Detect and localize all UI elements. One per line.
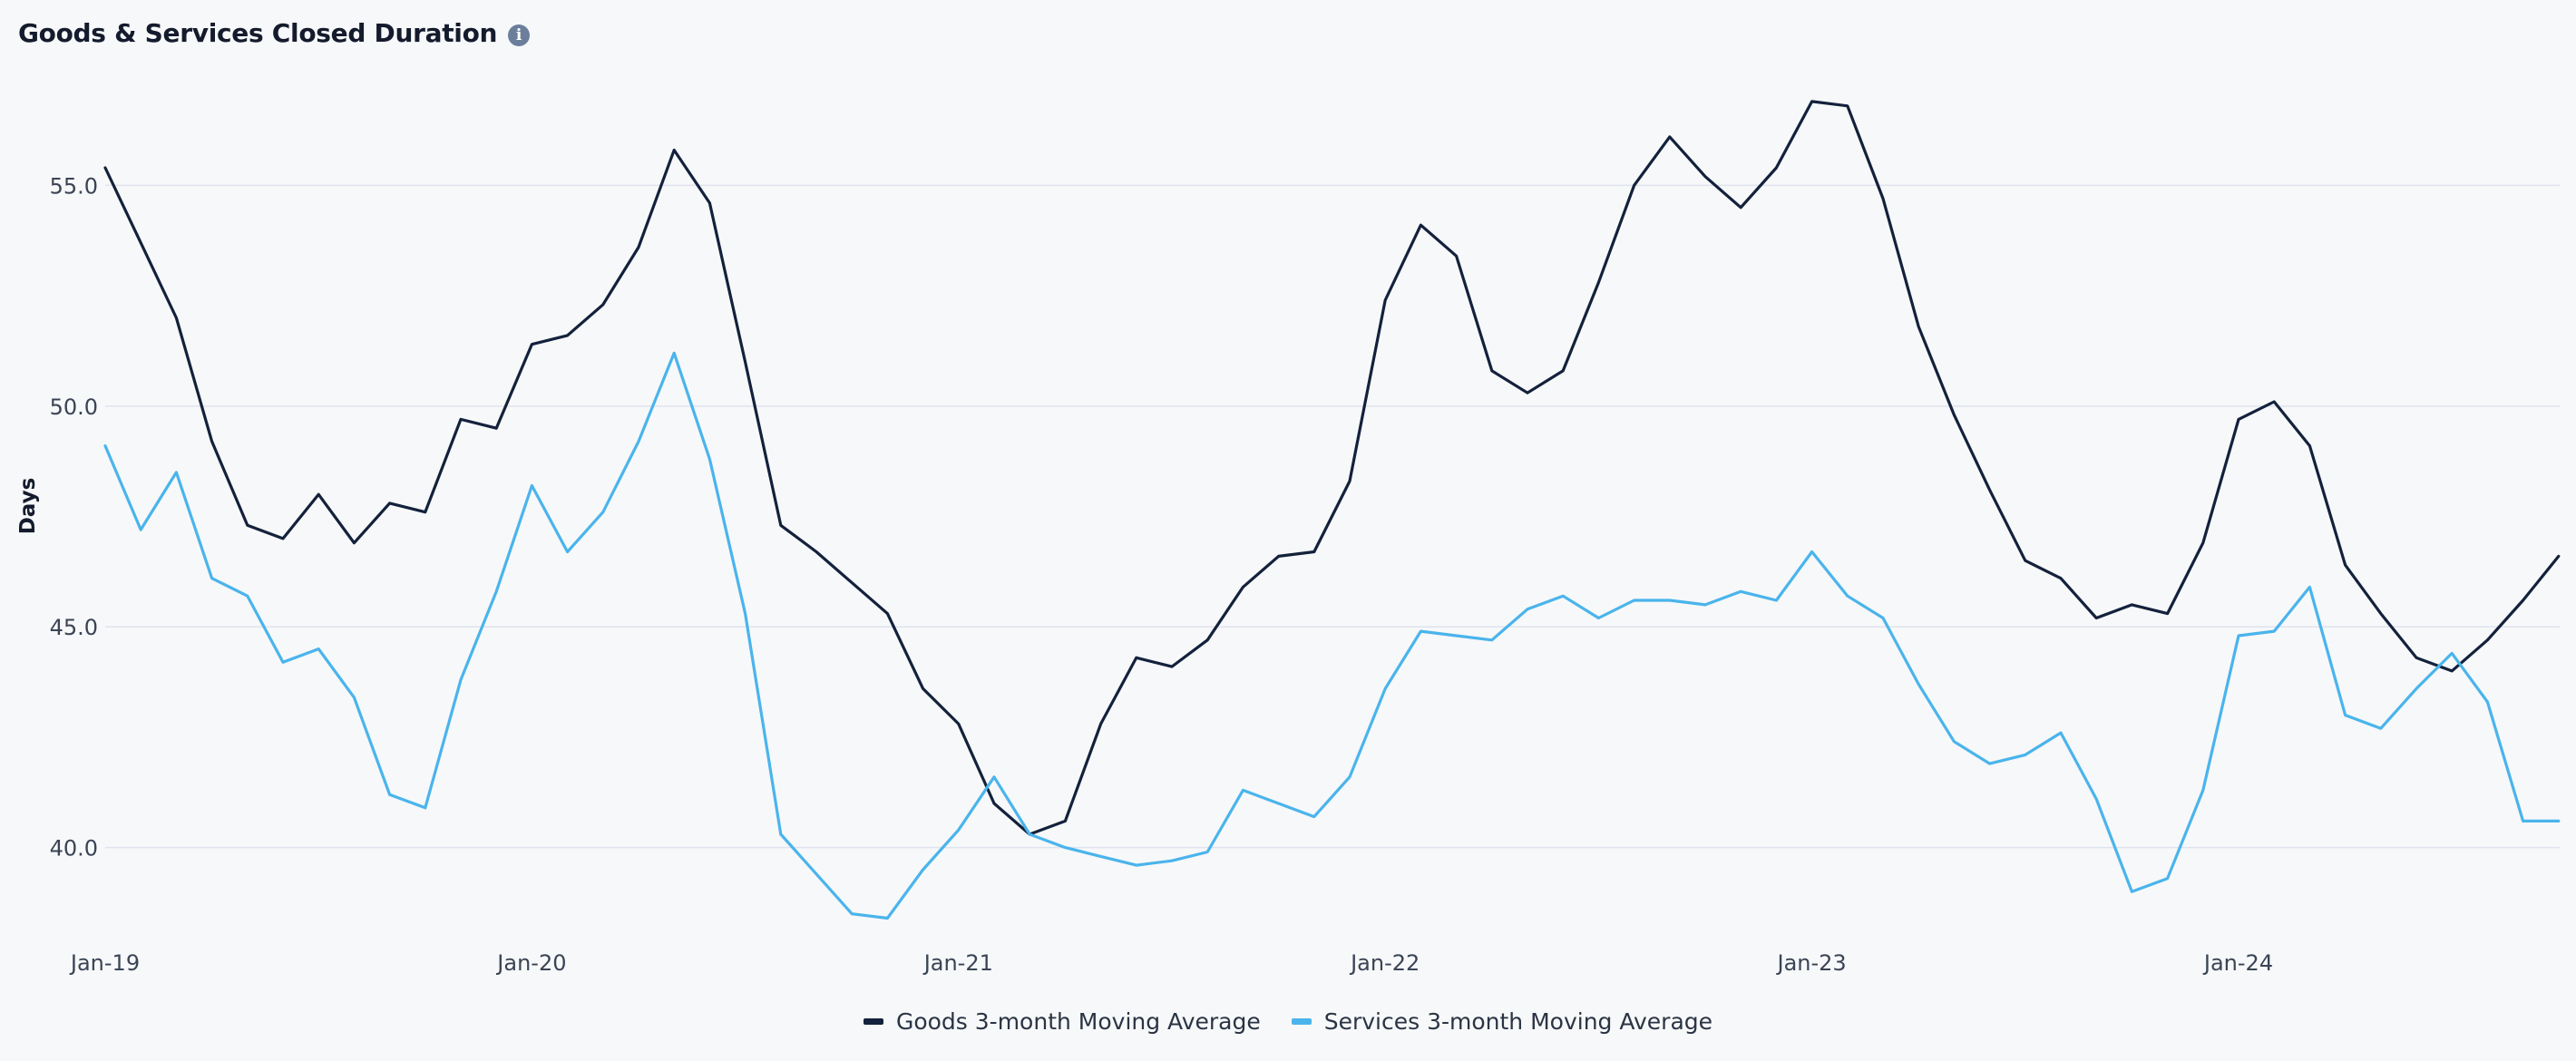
legend-item-services[interactable]: Services 3-month Moving Average [1291,1008,1713,1035]
x-tick-label: Jan-19 [69,950,140,976]
y-axis-label: Days [16,478,40,535]
y-tick-label: 50.0 [50,394,98,420]
y-axis-ticks: 40.0 45.0 50.0 55.0 [50,173,98,861]
y-tick-label: 45.0 [50,615,98,640]
legend-item-goods[interactable]: Goods 3-month Moving Average [863,1008,1261,1035]
chart-header: Goods & Services Closed Duration i [18,18,531,48]
legend: Goods 3-month Moving Average Services 3-… [0,1008,2576,1035]
legend-label-goods: Goods 3-month Moving Average [895,1008,1261,1035]
info-icon[interactable]: i [508,24,531,46]
y-tick-label: 55.0 [50,173,98,199]
legend-label-services: Services 3-month Moving Average [1323,1008,1713,1035]
gridlines [105,184,2560,849]
x-tick-label: Jan-22 [1349,950,1420,976]
x-axis-ticks: Jan-19 Jan-20 Jan-21 Jan-22 Jan-23 Jan-24 [69,950,2273,976]
x-tick-label: Jan-23 [1775,950,1846,976]
services-swatch [1291,1018,1312,1025]
series-lines [103,100,2561,920]
goods-swatch [863,1018,883,1025]
line-chart: 40.0 45.0 50.0 55.0 Jan-19 Jan-20 Jan-21 Jan-2… [16,100,2561,976]
y-tick-label: 40.0 [50,836,98,861]
x-tick-label: Jan-24 [2202,950,2273,976]
chart-title: Goods & Services Closed Duration [18,18,498,48]
goods-series-line[interactable] [103,100,2561,836]
x-tick-label: Jan-20 [495,950,566,976]
x-tick-label: Jan-21 [922,950,993,976]
services-series-line[interactable] [103,351,2561,920]
